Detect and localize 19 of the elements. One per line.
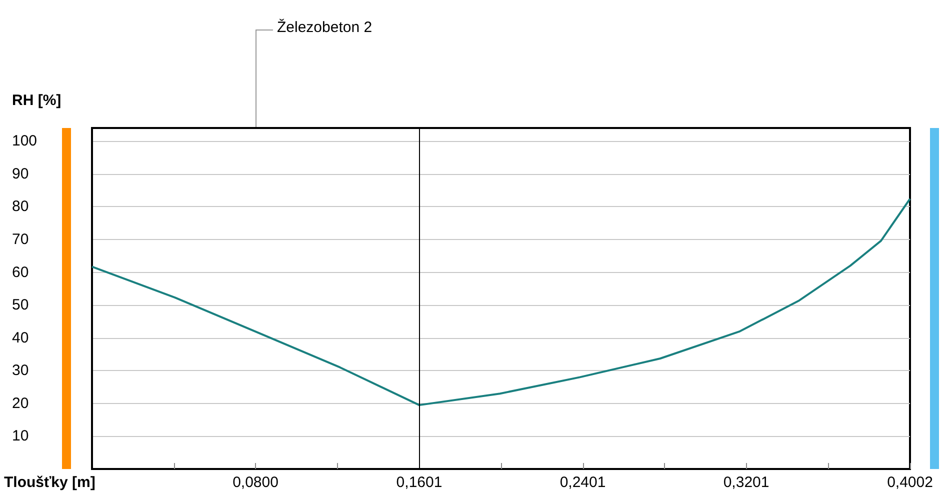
y-tick-label: 50 <box>12 296 29 314</box>
y-tick-label: 70 <box>12 230 29 248</box>
x-tick-label: 0,4002 <box>887 474 933 491</box>
y-tick-label: 40 <box>12 329 29 346</box>
y-tick-label: 30 <box>12 362 29 380</box>
y-tick-label: 90 <box>12 165 29 182</box>
text: Železobeton 2 <box>277 18 372 36</box>
y-tick-label: 100 <box>12 132 38 150</box>
line-series <box>91 198 911 406</box>
x-tick-label: 0,2401 <box>560 474 606 491</box>
y-tick-label: 20 <box>12 394 29 412</box>
y-tick-label: 10 <box>12 428 29 445</box>
x-tick-label: 0,0800 <box>232 474 278 491</box>
y-tick-label: 60 <box>12 264 29 281</box>
x-tick-label: 0,3201 <box>723 474 770 491</box>
y-tick-label: 80 <box>12 198 29 216</box>
y-axis-title: RH [%] <box>12 92 62 109</box>
x-axis-title: Tloušťky [m] <box>4 474 96 491</box>
x-tick-label: 0,1601 <box>396 474 442 491</box>
